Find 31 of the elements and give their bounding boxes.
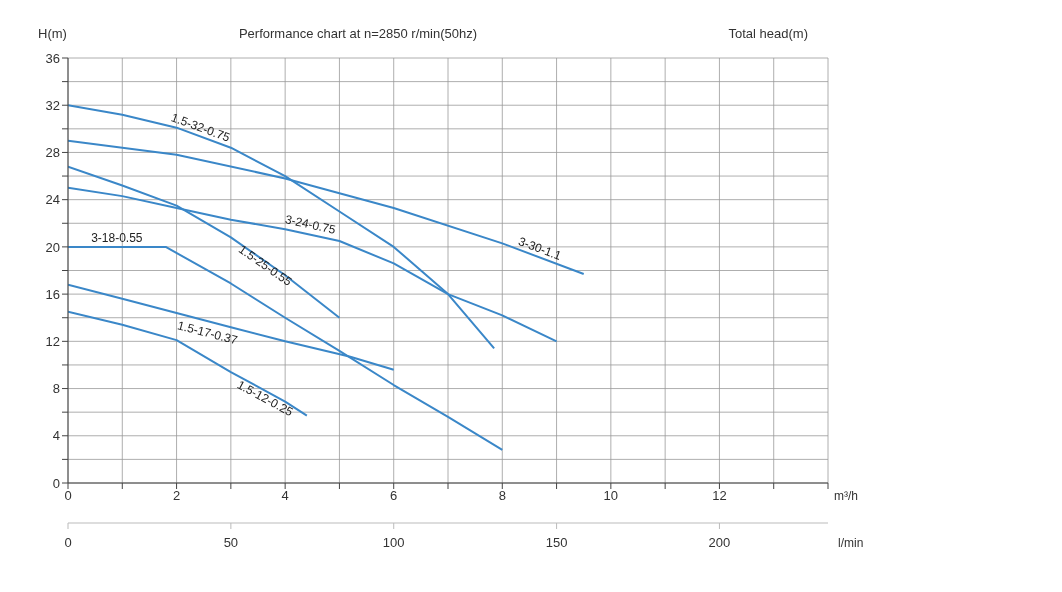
y-tick-label: 28 (45, 145, 60, 161)
y-tick-label: 4 (52, 428, 60, 444)
x-axis-title: m³/h (834, 488, 858, 503)
x2-axis-title: l/min (838, 536, 864, 550)
x-tick-label: 12 (712, 488, 727, 504)
y-tick-label: 32 (45, 97, 60, 113)
y-tick-label: 20 (45, 239, 60, 255)
text: Total head(m) (727, 26, 808, 41)
y-tick-label: 16 (45, 286, 60, 302)
line-series (68, 310, 308, 417)
y-tick-label: 8 (52, 381, 60, 397)
x-tick-label: 0 (64, 488, 72, 504)
x2-tick-label: 100 (382, 535, 405, 550)
line-series (68, 245, 504, 451)
y-tick-label: 36 (45, 50, 60, 66)
y-tick-label: 12 (45, 333, 60, 349)
y-tick-label: 0 (52, 475, 60, 491)
x-tick-label: 8 (498, 488, 506, 504)
series-label: 3-18-0.55 (91, 231, 143, 246)
x-tick-label: 2 (172, 488, 181, 504)
x2-tick-label: 50 (223, 535, 239, 550)
text: 3-24-0.75 (283, 212, 338, 237)
x2-tick-label: 150 (545, 535, 568, 550)
x-tick-label: 4 (281, 488, 289, 504)
x2-tick-label: 200 (708, 535, 731, 550)
y-axis-title: H(m) (38, 26, 67, 41)
x-tick-label: 10 (603, 488, 619, 504)
x2-tick-label: 0 (64, 535, 72, 550)
x-tick-label: 6 (390, 488, 398, 504)
chart-title: Performance chart at n=2850 r/min(50hz) (238, 26, 478, 41)
y-tick-label: 24 (45, 192, 60, 208)
